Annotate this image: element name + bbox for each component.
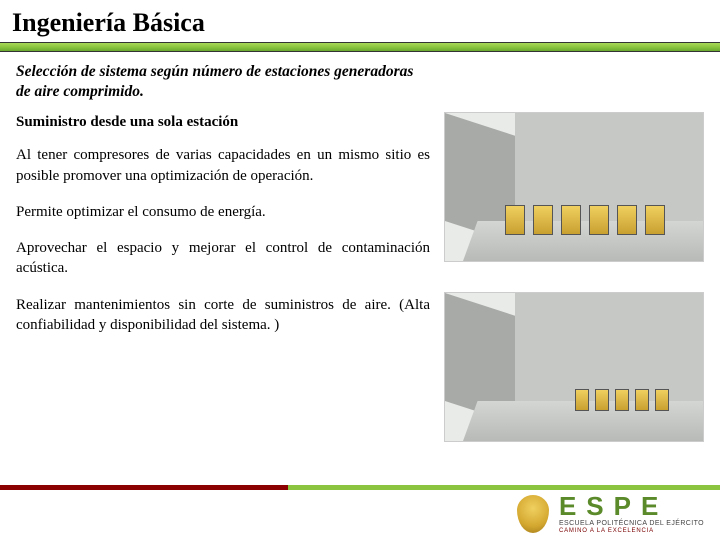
espe-text-block: ESPE ESCUELA POLITÉCNICA DEL EJÉRCITO CA… [559, 493, 704, 534]
page-title: Ingeniería Básica [12, 8, 708, 38]
header-green-bar [0, 42, 720, 52]
espe-subtitle-2: CAMINO A LA EXCELENCIA [559, 528, 654, 534]
paragraph-3: Aprovechar el espacio y mejorar el contr… [16, 238, 430, 279]
title-area: Ingeniería Básica [0, 0, 720, 42]
section-label: Suministro desde una sola estación [16, 114, 430, 131]
paragraph-1: Al tener compresores de varias capacidad… [16, 145, 430, 186]
paragraph-2: Permite optimizar el consumo de energía. [16, 202, 430, 222]
station-illustration-2 [444, 292, 704, 442]
image-column [444, 62, 704, 442]
text-column: Selección de sistema según número de est… [16, 62, 430, 442]
slide: Ingeniería Básica Selección de sistema s… [0, 0, 720, 540]
footer-divider-bar [0, 485, 720, 490]
espe-shield-icon [517, 495, 549, 533]
station-illustration-1 [444, 112, 704, 262]
paragraph-4: Realizar mantenimientos sin corte de sum… [16, 295, 430, 336]
content-area: Selección de sistema según número de est… [0, 52, 720, 442]
espe-letters: ESPE [559, 493, 668, 519]
footer-logo: ESPE ESCUELA POLITÉCNICA DEL EJÉRCITO CA… [517, 493, 704, 534]
espe-subtitle-1: ESCUELA POLITÉCNICA DEL EJÉRCITO [559, 520, 704, 527]
subtitle: Selección de sistema según número de est… [16, 62, 430, 102]
